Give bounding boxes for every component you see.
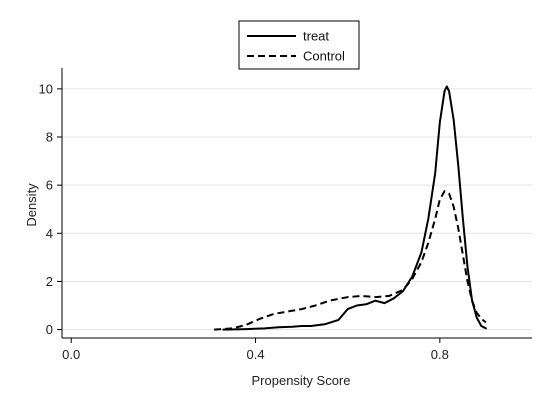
series-line-treat <box>222 85 487 331</box>
legend-label-treat: treat <box>303 29 329 44</box>
gridlines <box>62 88 532 331</box>
y-tick-label: 6 <box>46 178 53 193</box>
y-tick-label: 10 <box>39 81 53 96</box>
x-tick-label: 0.4 <box>246 347 264 362</box>
legend-label-control: Control <box>303 49 345 64</box>
x-axis-title: Propensity Score <box>252 373 351 388</box>
y-tick-label: 0 <box>46 322 53 337</box>
y-tick-label: 4 <box>46 226 53 241</box>
x-tick-label: 0.0 <box>62 347 80 362</box>
y-tick-label: 2 <box>46 274 53 289</box>
series-lines <box>214 85 487 331</box>
series-line-control <box>214 190 487 331</box>
x-tick-label: 0.8 <box>431 347 449 362</box>
axes: 0 2 4 6 8 10 0.0 0.4 0.8 Propensity Score Density <box>24 68 532 388</box>
legend-box <box>238 20 360 70</box>
legend: treat Control <box>238 20 360 70</box>
y-axis-title: Density <box>24 183 39 227</box>
y-tick-label: 8 <box>46 129 53 144</box>
